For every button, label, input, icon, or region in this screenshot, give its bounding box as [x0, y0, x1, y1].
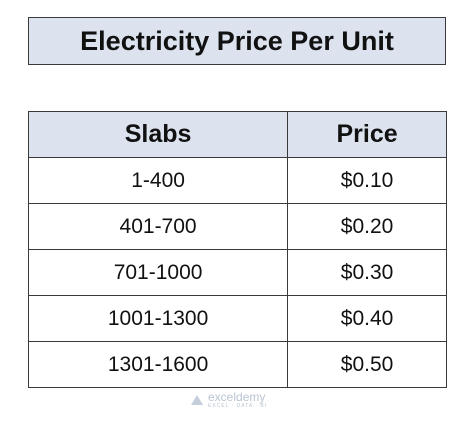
title: Electricity Price Per Unit	[28, 17, 446, 65]
table-cell: $0.20	[287, 203, 447, 250]
table-cell: $0.10	[287, 157, 447, 204]
watermark-name: exceldemy	[208, 390, 266, 404]
table-row: 1-400 $0.10	[27, 157, 447, 204]
watermark: exceldemy EXCEL · DATA · BI	[190, 391, 267, 409]
watermark-tagline: EXCEL · DATA · BI	[208, 403, 268, 409]
table-cell: 701-1000	[27, 249, 289, 296]
table-cell: 1301-1600	[27, 341, 289, 388]
column-header: Price	[287, 111, 447, 158]
price-table: Slabs Price 1-400 $0.10 401-700 $0.20 701-100…	[27, 111, 447, 388]
table-cell: $0.40	[287, 295, 447, 342]
table-cell: 1001-1300	[27, 295, 289, 342]
table-cell: $0.30	[287, 249, 447, 296]
watermark-logo	[191, 395, 203, 405]
header-row: Slabs Price	[27, 111, 447, 158]
table-body: 1-400 $0.10 401-700 $0.20 701-1000 $0.30 1001-…	[27, 157, 447, 388]
table-cell: $0.50	[287, 341, 447, 388]
table-row: 701-1000 $0.30	[27, 249, 447, 296]
table-row: 1301-1600 $0.50	[27, 341, 447, 388]
table-cell: 1-400	[27, 157, 289, 204]
table-row: 1001-1300 $0.40	[27, 295, 447, 342]
column-header: Slabs	[27, 111, 289, 158]
table-row: 401-700 $0.20	[27, 203, 447, 250]
table-cell: 401-700	[27, 203, 289, 250]
